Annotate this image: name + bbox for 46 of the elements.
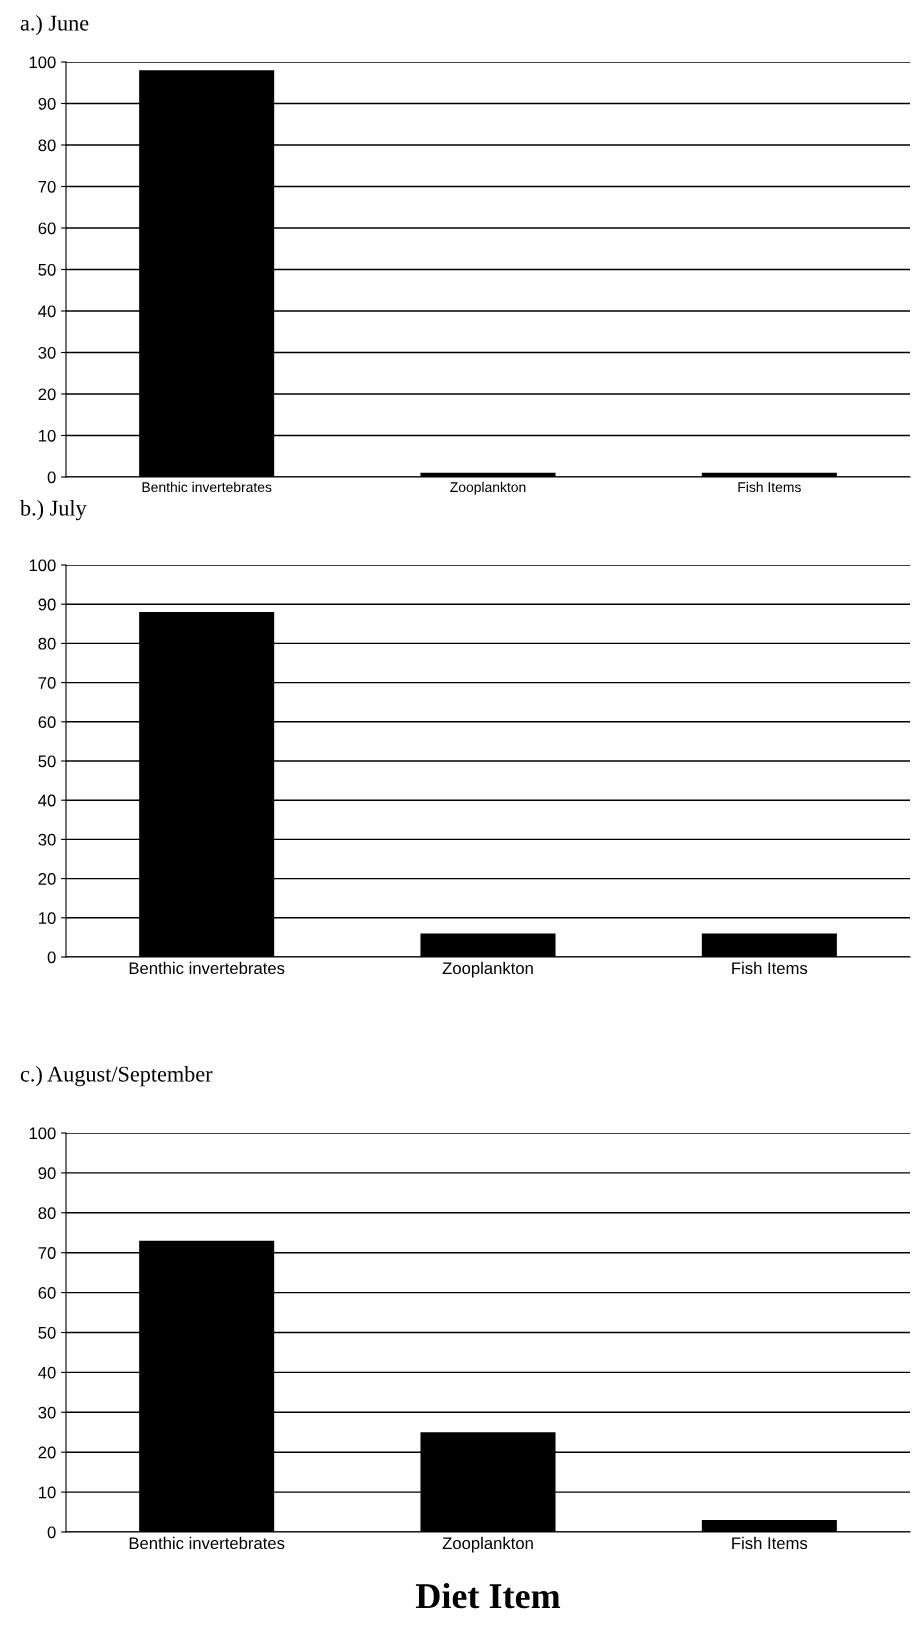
x-tick-label: Fish Items: [732, 961, 808, 975]
x-tick-label: Fish Items: [732, 1536, 808, 1550]
y-tick-label: 60: [38, 222, 56, 235]
chart-title: a.) June: [20, 15, 89, 36]
y-tick-label: 100: [29, 559, 56, 572]
y-tick-label: 30: [38, 1406, 56, 1419]
y-tick-label: 20: [38, 873, 56, 885]
x-tick-label: Zooplankton: [442, 961, 533, 978]
x-tick-label: Zooplankton: [450, 481, 526, 495]
y-tick-label: 70: [38, 677, 56, 689]
y-tick-label: 20: [38, 1446, 56, 1459]
y-tick-label: 40: [38, 794, 56, 807]
x-tick-label: Fish Items: [738, 481, 801, 493]
y-tick-label: 0: [47, 471, 56, 484]
x-tick-label: Benthic invertebrates: [142, 481, 272, 493]
x-tick-label: Benthic invertebrates: [129, 961, 285, 975]
y-tick-label: 50: [38, 1326, 56, 1339]
chart-title: b.) July: [20, 500, 87, 521]
y-tick-label: 60: [38, 1287, 56, 1299]
y-tick-label: 70: [38, 180, 56, 193]
y-tick-label: 10: [39, 429, 56, 442]
y-tick-label: 20: [38, 388, 56, 401]
y-tick-label: 40: [38, 1366, 56, 1379]
y-tick-label: 100: [29, 1127, 56, 1140]
y-tick-label: 10: [39, 1486, 56, 1499]
y-tick-label: 0: [47, 951, 56, 964]
chart-title: c.) August/September: [20, 1066, 213, 1087]
y-tick-label: 70: [38, 1247, 56, 1259]
y-tick-label: 30: [38, 833, 56, 846]
y-tick-label: 50: [38, 263, 56, 276]
y-tick-label: 80: [38, 139, 56, 152]
x-axis-title: Diet Item: [415, 1582, 561, 1609]
y-tick-label: 10: [39, 912, 56, 924]
y-tick-label: 90: [38, 1167, 56, 1180]
y-tick-label: 0: [47, 1526, 56, 1539]
y-tick-label: 80: [38, 1207, 56, 1219]
y-tick-label: 80: [38, 637, 56, 650]
y-tick-label: 30: [38, 346, 56, 359]
y-tick-label: 50: [38, 755, 56, 768]
y-tick-label: 100: [29, 56, 56, 69]
y-tick-label: 60: [38, 716, 56, 728]
y-tick-label: 90: [38, 97, 56, 110]
x-tick-label: Zooplankton: [442, 1536, 533, 1553]
y-tick-label: 40: [38, 305, 56, 318]
x-tick-label: Benthic invertebrates: [129, 1536, 285, 1550]
y-tick-label: 90: [38, 598, 56, 611]
